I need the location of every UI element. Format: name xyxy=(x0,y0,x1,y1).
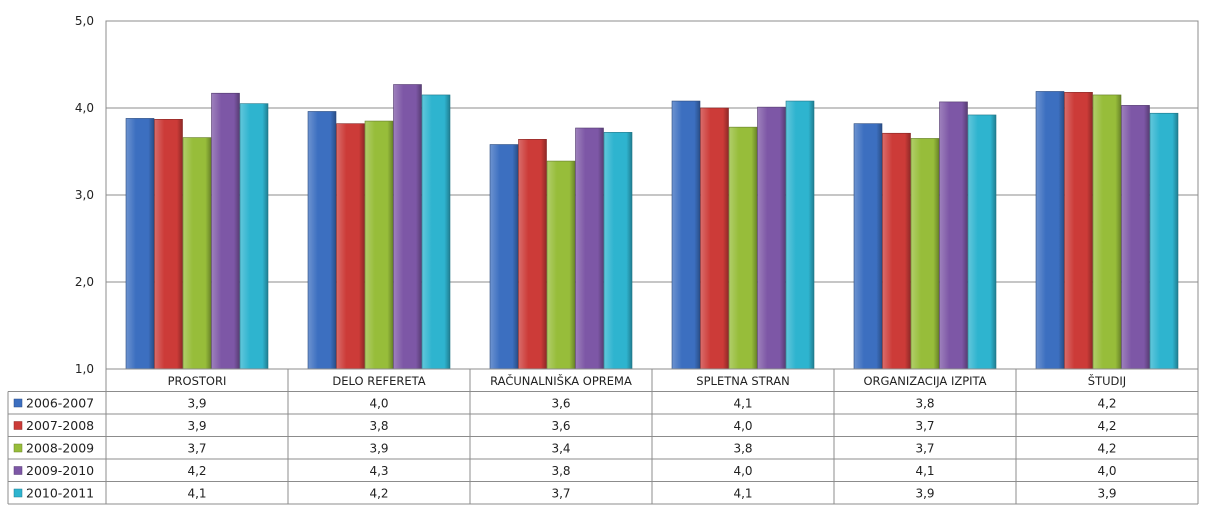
bar-2008-2009-2 xyxy=(546,160,576,370)
legend-key xyxy=(13,398,23,408)
category-label: DELO REFERETA xyxy=(332,374,425,388)
table-cell-value: 4,3 xyxy=(369,464,388,478)
bar-2007-2008-1 xyxy=(336,123,365,370)
table-cell-value: 3,9 xyxy=(187,419,206,433)
table-cell-value: 4,0 xyxy=(369,397,388,411)
bar-2009-2010-4 xyxy=(939,101,968,370)
bar-2006-2007-4 xyxy=(853,123,883,370)
table-cell-value: 3,8 xyxy=(915,397,934,411)
bar-2006-2007-1 xyxy=(307,111,337,370)
bar-2007-2008-2 xyxy=(518,139,547,370)
bar-2008-2009-3 xyxy=(728,126,758,370)
table-cell-value: 3,9 xyxy=(369,442,388,456)
bar-2008-2009-5 xyxy=(1092,94,1122,370)
table-cell-value: 4,2 xyxy=(187,464,206,478)
table-cell-value: 3,7 xyxy=(915,442,934,456)
table-cell-value: 3,7 xyxy=(187,442,206,456)
bar-2006-2007-2 xyxy=(489,144,519,370)
bar-2010-2011-1 xyxy=(421,94,451,370)
bar-2008-2009-4 xyxy=(910,138,940,370)
bar-2009-2010-1 xyxy=(393,84,422,370)
category-label: PROSTORI xyxy=(168,374,227,388)
y-tick-label: 1,0 xyxy=(75,362,94,376)
legend-series-label: 2006-2007 xyxy=(26,396,94,411)
bar-2009-2010-5 xyxy=(1121,105,1150,370)
table-cell-value: 3,8 xyxy=(733,442,752,456)
bar-2008-2009-0 xyxy=(182,137,212,370)
category-label: RAČUNALNIŠKA OPREMA xyxy=(490,373,632,388)
gridlines xyxy=(105,20,1199,370)
table-cell-value: 3,9 xyxy=(1097,487,1116,501)
bar-2007-2008-3 xyxy=(700,107,729,370)
bars xyxy=(125,84,1179,370)
table-cell-value: 4,2 xyxy=(1097,442,1116,456)
bar-2007-2008-0 xyxy=(154,119,183,370)
table-cell-value: 3,9 xyxy=(915,487,934,501)
legend-series-label: 2009-2010 xyxy=(26,463,94,478)
legend-key xyxy=(13,443,23,453)
table-cell-value: 4,1 xyxy=(915,464,934,478)
table-cell-value: 4,0 xyxy=(1097,464,1116,478)
table-cell-value: 4,2 xyxy=(1097,419,1116,433)
bar-2007-2008-5 xyxy=(1064,92,1093,370)
category-label: ŠTUDIJ xyxy=(1088,373,1126,388)
bar-2010-2011-5 xyxy=(1149,112,1179,370)
y-tick-label: 5,0 xyxy=(75,14,94,28)
bar-2009-2010-2 xyxy=(575,127,604,370)
bar-2006-2007-3 xyxy=(671,100,701,370)
category-label: SPLETNA STRAN xyxy=(696,374,789,388)
y-tick-label: 3,0 xyxy=(75,188,94,202)
table-cell-value: 4,1 xyxy=(733,397,752,411)
y-tick-label: 2,0 xyxy=(75,275,94,289)
y-tick-label: 4,0 xyxy=(75,101,94,115)
table-cell-value: 3,7 xyxy=(915,419,934,433)
bar-2007-2008-4 xyxy=(882,132,911,370)
bar-2010-2011-3 xyxy=(785,100,815,370)
bar-2006-2007-5 xyxy=(1035,91,1065,370)
table-cell-value: 4,0 xyxy=(733,419,752,433)
y-axis-ticks: 1,0 2,0 3,0 4,0 5,0 xyxy=(75,14,94,376)
table-cell-value: 3,6 xyxy=(551,419,570,433)
table-cell-value: 3,9 xyxy=(187,397,206,411)
category-label: ORGANIZACIJA IZPITA xyxy=(863,374,986,388)
table-cell-value: 3,8 xyxy=(551,464,570,478)
table-cell-value: 3,7 xyxy=(551,487,570,501)
table-cell-value: 3,6 xyxy=(551,397,570,411)
table-cell-value: 4,2 xyxy=(369,487,388,501)
table-cell-value: 4,1 xyxy=(733,487,752,501)
bar-2006-2007-0 xyxy=(125,118,155,370)
data-table: PROSTORI DELO REFERETA RAČUNALNIŠKA OPREMA… xyxy=(7,368,1199,505)
legend-key xyxy=(13,421,23,430)
bar-2009-2010-0 xyxy=(211,92,240,370)
table-cell-value: 3,4 xyxy=(551,442,570,456)
bar-2010-2011-0 xyxy=(239,103,269,370)
legend-series-label: 2008-2009 xyxy=(26,441,94,456)
legend-key xyxy=(13,466,23,475)
table-cell-value: 4,1 xyxy=(187,487,206,501)
bar-2010-2011-4 xyxy=(967,114,997,370)
legend-key xyxy=(13,488,23,498)
table-cell-value: 4,0 xyxy=(733,464,752,478)
bar-2008-2009-1 xyxy=(364,120,394,370)
table-cell-value: 4,2 xyxy=(1097,397,1116,411)
legend-series-label: 2007-2008 xyxy=(26,418,94,433)
bar-2010-2011-2 xyxy=(603,132,633,370)
table-cell-value: 3,8 xyxy=(369,419,388,433)
legend-series-label: 2010-2011 xyxy=(26,486,94,501)
bar-2009-2010-3 xyxy=(757,106,786,370)
